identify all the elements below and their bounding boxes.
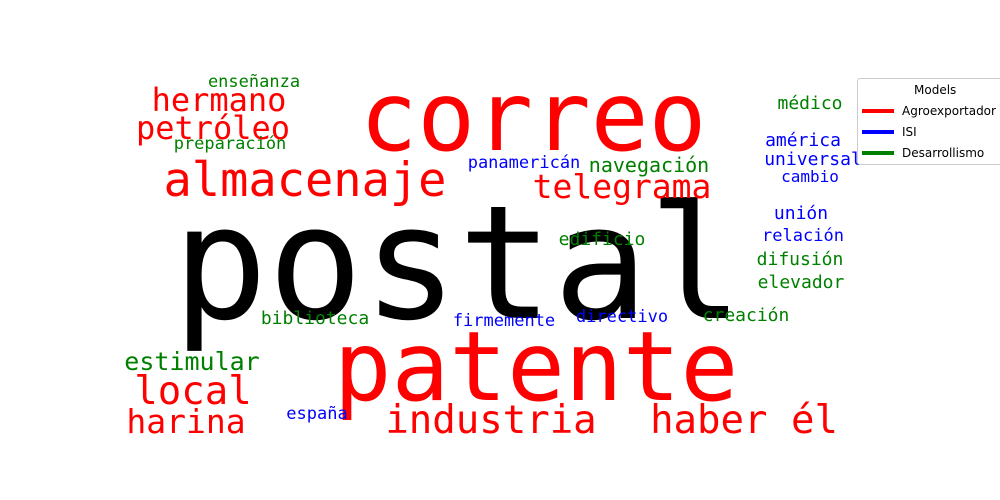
cloud-word: unión	[774, 203, 828, 224]
cloud-word: estimular	[124, 347, 259, 376]
legend-entry-isi: ISI	[862, 124, 917, 140]
cloud-word: creación	[703, 305, 790, 326]
cloud-word: correo	[360, 61, 707, 173]
cloud-word: españa	[286, 404, 347, 424]
cloud-word: cambio	[781, 167, 839, 186]
cloud-word: relación	[762, 226, 844, 246]
cloud-word: hermano	[152, 81, 287, 119]
cloud-word: almacenaje	[164, 153, 447, 208]
legend-entry-agroexportador: Agroexportador	[862, 103, 996, 119]
cloud-word: telegrama	[533, 167, 712, 206]
cloud-word: firmemente	[453, 311, 555, 331]
cloud-word: médico	[777, 93, 842, 114]
cloud-word: petróleo	[136, 109, 290, 147]
cloud-word: panamericán	[468, 153, 581, 173]
cloud-word: directivo	[576, 307, 668, 327]
cloud-word: biblioteca	[261, 308, 369, 329]
legend: Models Agroexportador ISI Desarrollismo	[857, 78, 1000, 165]
cloud-word: difusión	[757, 249, 844, 270]
cloud-word: enseñanza	[208, 72, 300, 92]
legend-swatch	[862, 109, 894, 113]
legend-swatch	[862, 130, 894, 134]
cloud-word: harina	[126, 402, 245, 441]
legend-swatch	[862, 151, 894, 155]
cloud-word: edificio	[559, 229, 646, 250]
cloud-word: patente	[334, 311, 739, 423]
legend-entry-desarrollismo: Desarrollismo	[862, 145, 984, 161]
legend-label: Desarrollismo	[902, 146, 985, 160]
legend-label: Agroexportador	[902, 104, 996, 118]
cloud-word: elevador	[758, 272, 845, 293]
cloud-word: preparación	[174, 134, 287, 154]
cloud-word: universal	[764, 149, 862, 170]
cloud-word: navegación	[589, 153, 709, 177]
cloud-word: postal	[173, 172, 744, 356]
cloud-word: local	[134, 369, 251, 414]
legend-label: ISI	[902, 125, 917, 139]
cloud-word: haber él	[650, 398, 838, 443]
legend-title: Models	[914, 83, 957, 97]
cloud-word: industria	[385, 398, 596, 443]
cloud-word: américa	[765, 130, 841, 151]
